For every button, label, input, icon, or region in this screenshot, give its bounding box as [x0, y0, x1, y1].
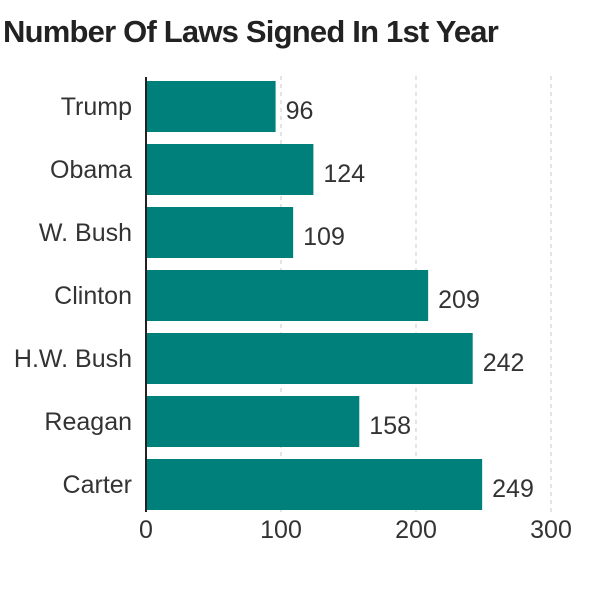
x-tick-label-300: 300: [530, 516, 572, 544]
category-label-carter: Carter: [63, 471, 132, 499]
bar-layer: [146, 81, 483, 510]
bar-trump: [146, 81, 276, 132]
x-tick-label-200: 200: [395, 516, 437, 544]
label-layer: 0 100 200 300 Trump 96 Obama 124 W. Bush 109 Clint…: [14, 93, 572, 544]
category-label-clinton: Clinton: [54, 282, 132, 310]
category-label-trump: Trump: [61, 93, 132, 121]
category-label-reagan: Reagan: [44, 408, 132, 436]
bar-obama: [146, 144, 314, 195]
value-label-carter: 249: [492, 475, 534, 503]
value-label-obama: 124: [323, 160, 365, 188]
value-label-h-w-bush: 242: [483, 349, 525, 377]
x-tick-label-100: 100: [260, 516, 302, 544]
bar-h-w-bush: [146, 333, 473, 384]
chart-title: Number Of Laws Signed In 1st Year: [3, 14, 499, 49]
value-label-reagan: 158: [369, 412, 411, 440]
category-label-obama: Obama: [50, 156, 132, 184]
category-label-w-bush: W. Bush: [39, 219, 132, 247]
value-label-trump: 96: [286, 97, 314, 125]
x-tick-label-0: 0: [139, 516, 153, 544]
value-label-w-bush: 109: [303, 223, 345, 251]
value-label-clinton: 209: [438, 286, 480, 314]
bar-carter: [146, 459, 483, 510]
bar-reagan: [146, 396, 360, 447]
category-label-h-w-bush: H.W. Bush: [14, 345, 132, 373]
bar-w-bush: [146, 207, 294, 258]
bar-clinton: [146, 270, 429, 321]
